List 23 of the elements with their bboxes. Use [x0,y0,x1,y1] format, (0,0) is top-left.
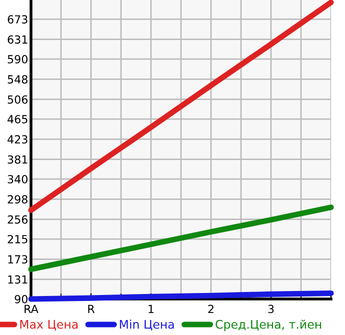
y-tick-label: 673 [8,15,28,24]
y-tick-label: 506 [8,95,28,104]
y-tick-label: 631 [8,35,28,44]
y-tick-label: 90 [14,294,28,304]
y-tick-label: 381 [8,155,28,164]
y-tick-label: 590 [8,55,28,64]
x-tick-label: 1 [148,304,154,313]
x-tick-label: RA [24,304,38,313]
y-tick-label: 465 [8,115,28,124]
y-tick-label: 256 [8,215,28,224]
y-tick-label: 131 [8,275,28,284]
y-tick-label: 548 [8,75,28,84]
x-tick-label: 2 [208,304,214,313]
x-tick-label: R [88,304,95,313]
legend-label: Сред.Цена, т.йен [216,320,322,332]
legend-label: Max Цена [20,320,78,330]
y-tick-label: 215 [8,234,28,244]
y-tick-label: 298 [8,195,28,204]
y-tick-label: 423 [8,135,28,144]
legend-label: Min Цена [120,320,174,330]
y-tick-label: 173 [8,255,28,264]
x-tick-label: 3 [268,304,274,314]
y-tick-label: 340 [8,174,28,184]
